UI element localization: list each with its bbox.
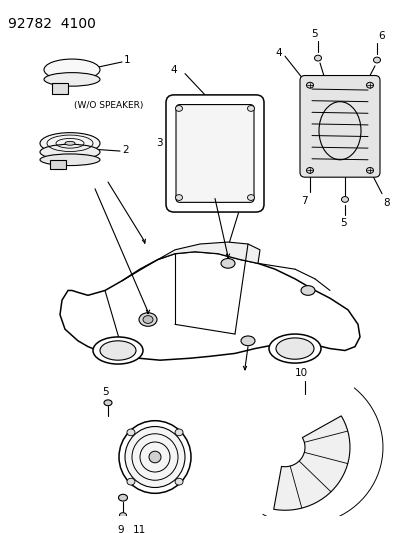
Ellipse shape: [306, 167, 313, 173]
Ellipse shape: [175, 478, 183, 485]
Ellipse shape: [366, 82, 373, 88]
Ellipse shape: [300, 286, 314, 295]
Ellipse shape: [118, 494, 127, 501]
Ellipse shape: [306, 82, 313, 88]
FancyBboxPatch shape: [299, 76, 379, 177]
Text: 5: 5: [340, 218, 347, 228]
Ellipse shape: [247, 106, 254, 111]
FancyBboxPatch shape: [166, 95, 263, 212]
Ellipse shape: [341, 197, 348, 203]
Ellipse shape: [44, 72, 100, 86]
Text: 2: 2: [122, 145, 128, 155]
Ellipse shape: [221, 259, 235, 268]
Text: 7: 7: [301, 196, 307, 206]
Ellipse shape: [314, 55, 321, 61]
Text: 4: 4: [170, 64, 177, 75]
Polygon shape: [60, 252, 359, 360]
Ellipse shape: [366, 167, 373, 173]
Text: 8: 8: [382, 198, 389, 207]
Ellipse shape: [119, 513, 126, 518]
Ellipse shape: [125, 426, 185, 488]
Ellipse shape: [40, 154, 100, 166]
Ellipse shape: [149, 451, 161, 463]
Polygon shape: [158, 242, 259, 263]
FancyBboxPatch shape: [176, 104, 254, 203]
Text: 9: 9: [117, 525, 124, 533]
Polygon shape: [273, 416, 349, 510]
Ellipse shape: [175, 106, 182, 111]
Text: 6: 6: [377, 31, 384, 41]
Text: 5: 5: [102, 387, 109, 397]
Text: 92782  4100: 92782 4100: [8, 18, 96, 31]
Ellipse shape: [373, 57, 380, 63]
Ellipse shape: [268, 334, 320, 363]
Text: 3: 3: [156, 138, 162, 148]
Text: 5: 5: [311, 29, 318, 39]
Ellipse shape: [247, 195, 254, 200]
Ellipse shape: [175, 429, 183, 436]
Ellipse shape: [240, 336, 254, 346]
Ellipse shape: [127, 429, 135, 436]
Ellipse shape: [175, 195, 182, 200]
Text: 10: 10: [294, 368, 307, 377]
Ellipse shape: [65, 141, 75, 145]
Text: (W/O SPEAKER): (W/O SPEAKER): [74, 101, 143, 110]
Ellipse shape: [44, 59, 100, 80]
Ellipse shape: [93, 337, 142, 364]
Ellipse shape: [104, 400, 112, 406]
FancyBboxPatch shape: [52, 83, 68, 94]
Ellipse shape: [40, 133, 100, 154]
Text: 11: 11: [133, 525, 146, 533]
Ellipse shape: [127, 478, 135, 485]
Ellipse shape: [100, 341, 136, 360]
Ellipse shape: [142, 316, 153, 324]
Text: 1: 1: [124, 55, 131, 65]
FancyBboxPatch shape: [50, 160, 66, 169]
Ellipse shape: [139, 313, 157, 326]
Ellipse shape: [275, 338, 313, 359]
Text: 4: 4: [275, 49, 281, 58]
Ellipse shape: [40, 144, 100, 160]
